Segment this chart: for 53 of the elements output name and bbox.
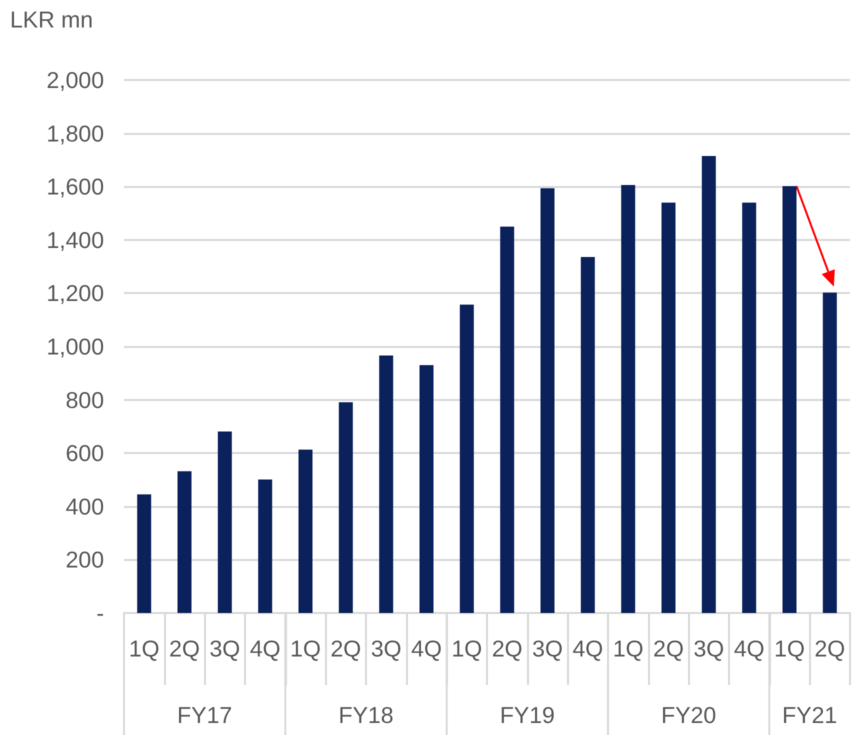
x-tick-label: 4Q (734, 636, 765, 662)
x-tick-label: 4Q (411, 636, 442, 662)
x-tick-label: 2Q (653, 636, 684, 662)
y-tick-label: - (96, 600, 104, 626)
text: FY21 (782, 702, 838, 728)
x-tick-label: 1Q (128, 636, 160, 662)
x-tick-label: 2Q (330, 636, 362, 662)
bar (298, 450, 312, 613)
bar (178, 471, 192, 613)
y-tick-label: 2,000 (46, 67, 104, 93)
bar (460, 304, 474, 613)
bar (338, 402, 353, 613)
bar (258, 479, 272, 613)
x-tick-label: 3Q (370, 636, 402, 662)
x-tick-label: 4Q (572, 636, 604, 662)
bar (218, 432, 232, 613)
bar (702, 156, 716, 613)
y-tick-label: 1,400 (46, 226, 104, 253)
bar (379, 356, 394, 613)
y-axis-title: LKR mn (10, 6, 94, 32)
y-tick-label: 1,000 (46, 334, 104, 360)
text: FY20 (661, 702, 716, 728)
y-tick-label: 1,800 (46, 120, 104, 146)
y-tick-label: 600 (66, 440, 104, 466)
y-tick-label: 1,200 (46, 280, 104, 306)
bar (742, 202, 756, 613)
x-tick-label: 1Q (774, 636, 805, 662)
bar (580, 256, 595, 613)
bar (782, 186, 796, 613)
bar (500, 226, 514, 613)
x-tick-label: 1Q (290, 636, 321, 662)
text: FY18 (338, 702, 394, 728)
x-tick-label: 1Q (612, 636, 644, 662)
text: FY19 (500, 702, 555, 728)
x-tick-label: 4Q (250, 636, 281, 662)
x-tick-label: 2Q (814, 636, 846, 662)
x-tick-label: 3Q (532, 636, 563, 662)
y-tick-label: 1,600 (46, 174, 104, 200)
x-tick-label: 1Q (451, 636, 482, 662)
bar (621, 185, 636, 613)
x-tick-label: 2Q (492, 636, 523, 662)
x-tick-label: 3Q (693, 636, 724, 662)
y-tick-label: 200 (66, 546, 104, 573)
y-tick-label: 800 (66, 386, 104, 413)
bar (662, 202, 676, 613)
x-tick-label: 3Q (209, 636, 240, 662)
text: FY17 (177, 702, 232, 728)
x-tick-label: 2Q (169, 636, 200, 662)
bar (420, 365, 434, 613)
bar (137, 494, 152, 613)
bar (822, 292, 837, 613)
y-tick-label: 400 (66, 493, 104, 520)
bar (540, 188, 554, 613)
